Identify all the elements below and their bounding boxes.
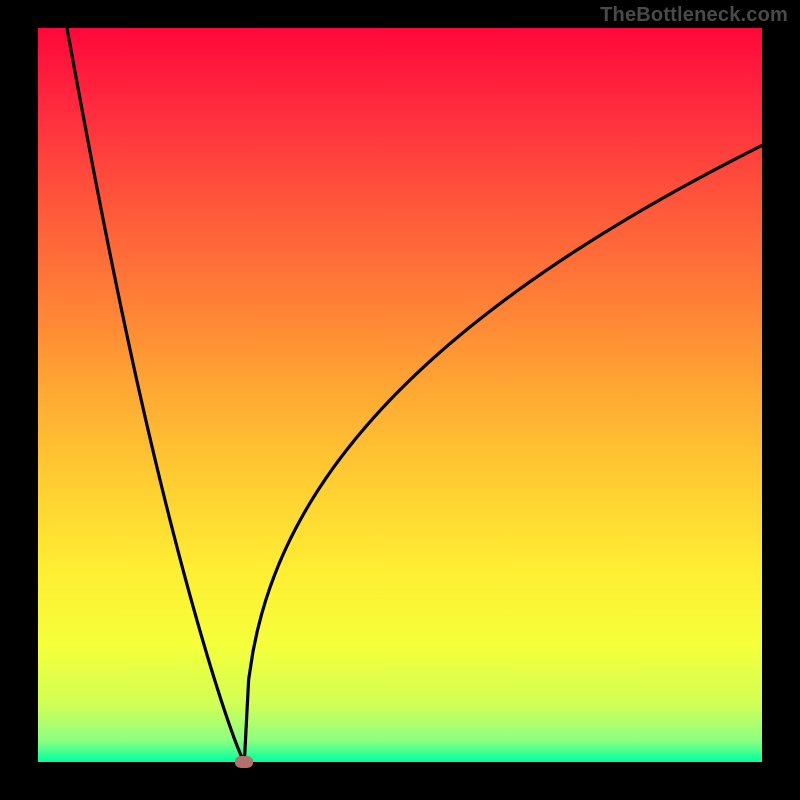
watermark-text: TheBottleneck.com [600, 4, 788, 27]
plot-area [38, 28, 762, 762]
chart-frame: TheBottleneck.com [0, 0, 800, 800]
chart-svg [38, 28, 762, 762]
minimum-marker [235, 756, 253, 768]
gradient-background [38, 28, 762, 762]
